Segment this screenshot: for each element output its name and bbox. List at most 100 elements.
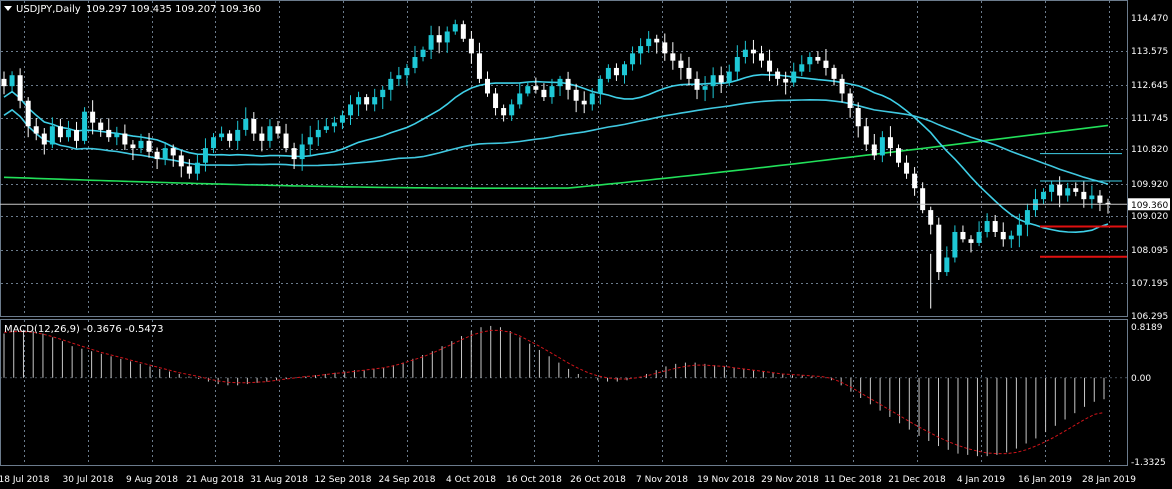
candle-body	[364, 97, 370, 105]
candle-body	[227, 133, 233, 141]
candle-body	[307, 137, 313, 145]
candle-body	[726, 71, 732, 83]
x-tick-label: 7 Nov 2018	[636, 475, 688, 485]
candle-body	[259, 133, 265, 141]
candle-body	[928, 210, 934, 225]
candle-body	[912, 173, 918, 189]
macd-y-tick-label: 0.00	[1131, 374, 1151, 384]
candle-body	[565, 78, 571, 90]
candle-body	[895, 148, 901, 163]
candle-body	[493, 93, 499, 109]
candle-body	[581, 100, 587, 105]
candle-body	[380, 89, 386, 98]
candle-body	[662, 42, 668, 54]
candle-body	[597, 78, 603, 94]
candle-body	[525, 86, 531, 94]
symbol-title: USDJPY,Daily	[16, 4, 81, 15]
chart-header: USDJPY,Daily 109.297 109.435 109.207 109…	[4, 4, 261, 335]
candle-body	[17, 75, 23, 101]
macd-signal-line	[3, 329, 1105, 455]
candle-body	[211, 137, 217, 149]
candle-body	[235, 129, 241, 141]
candle-body	[202, 148, 208, 163]
candle-body	[243, 118, 249, 130]
candle-body	[485, 78, 491, 94]
candle-body	[646, 38, 652, 47]
x-tick-label: 24 Sep 2018	[378, 475, 435, 485]
candle-body	[219, 133, 225, 138]
candle-body	[791, 71, 797, 83]
price-candles	[1, 19, 1111, 309]
dropdown-triangle-icon[interactable]	[4, 6, 12, 11]
x-tick-label: 18 Jul 2018	[0, 475, 50, 485]
candle-body	[299, 144, 305, 160]
candle-body	[904, 162, 910, 174]
candle-body	[412, 57, 418, 68]
candle-body	[1041, 191, 1047, 200]
candle-body	[170, 148, 176, 156]
candle-body	[944, 257, 950, 273]
candle-body	[1073, 188, 1079, 192]
current-price-label: 109.360	[1131, 201, 1168, 211]
candle-body	[855, 108, 861, 127]
candle-body	[33, 126, 39, 134]
candle-body	[968, 239, 974, 243]
candle-body	[936, 224, 942, 273]
candle-body	[517, 93, 523, 105]
candle-body	[1065, 188, 1071, 196]
candle-body	[533, 86, 539, 90]
ma-slow-line	[3, 124, 1109, 189]
candle-body	[291, 148, 297, 160]
candle-body	[501, 108, 507, 116]
candle-body	[436, 35, 442, 43]
candle-body	[146, 140, 152, 152]
macd-panel-border	[0, 319, 1128, 466]
candle-body	[976, 231, 982, 243]
candle-body	[831, 67, 837, 79]
x-tick-label: 16 Jan 2019	[1018, 475, 1072, 485]
candle-body	[468, 38, 474, 54]
candle-body	[775, 71, 781, 79]
y-tick-label: 111.745	[1131, 114, 1168, 124]
x-tick-label: 19 Nov 2018	[697, 475, 755, 485]
moving-averages	[3, 73, 1109, 234]
candle-body	[388, 78, 394, 90]
candle-body	[573, 89, 579, 101]
candle-body	[783, 78, 789, 83]
y-tick-label: 107.195	[1131, 279, 1168, 289]
candle-body	[589, 93, 595, 105]
y-tick-label: 112.645	[1131, 81, 1168, 91]
candle-body	[348, 104, 354, 116]
candle-body	[372, 97, 378, 105]
candle-body	[1105, 202, 1111, 205]
candle-body	[444, 31, 450, 43]
candle-body	[114, 133, 120, 138]
candle-body	[710, 75, 716, 87]
candle-body	[557, 78, 563, 87]
candle-body	[9, 75, 15, 87]
current-price-box	[1128, 198, 1170, 211]
candle-body	[654, 38, 660, 43]
candle-body	[82, 111, 88, 141]
x-tick-label: 4 Oct 2018	[446, 475, 496, 485]
candle-body	[331, 122, 337, 127]
candle-body	[670, 53, 676, 61]
candle-body	[638, 46, 644, 54]
candle-body	[613, 67, 619, 76]
candle-body	[106, 129, 112, 138]
x-tick-label: 11 Dec 2018	[824, 475, 882, 485]
candle-body	[420, 49, 426, 58]
candle-body	[952, 231, 958, 258]
candle-body	[98, 122, 104, 130]
candle-body	[1097, 195, 1103, 203]
candle-body	[992, 221, 998, 232]
candle-body	[65, 129, 71, 138]
candle-body	[25, 100, 31, 127]
candle-body	[742, 49, 748, 58]
x-tick-label: 9 Aug 2018	[126, 475, 178, 485]
candle-body	[630, 53, 636, 65]
x-tick-label: 16 Oct 2018	[506, 475, 562, 485]
candle-body	[871, 144, 877, 156]
candle-body	[879, 137, 885, 156]
